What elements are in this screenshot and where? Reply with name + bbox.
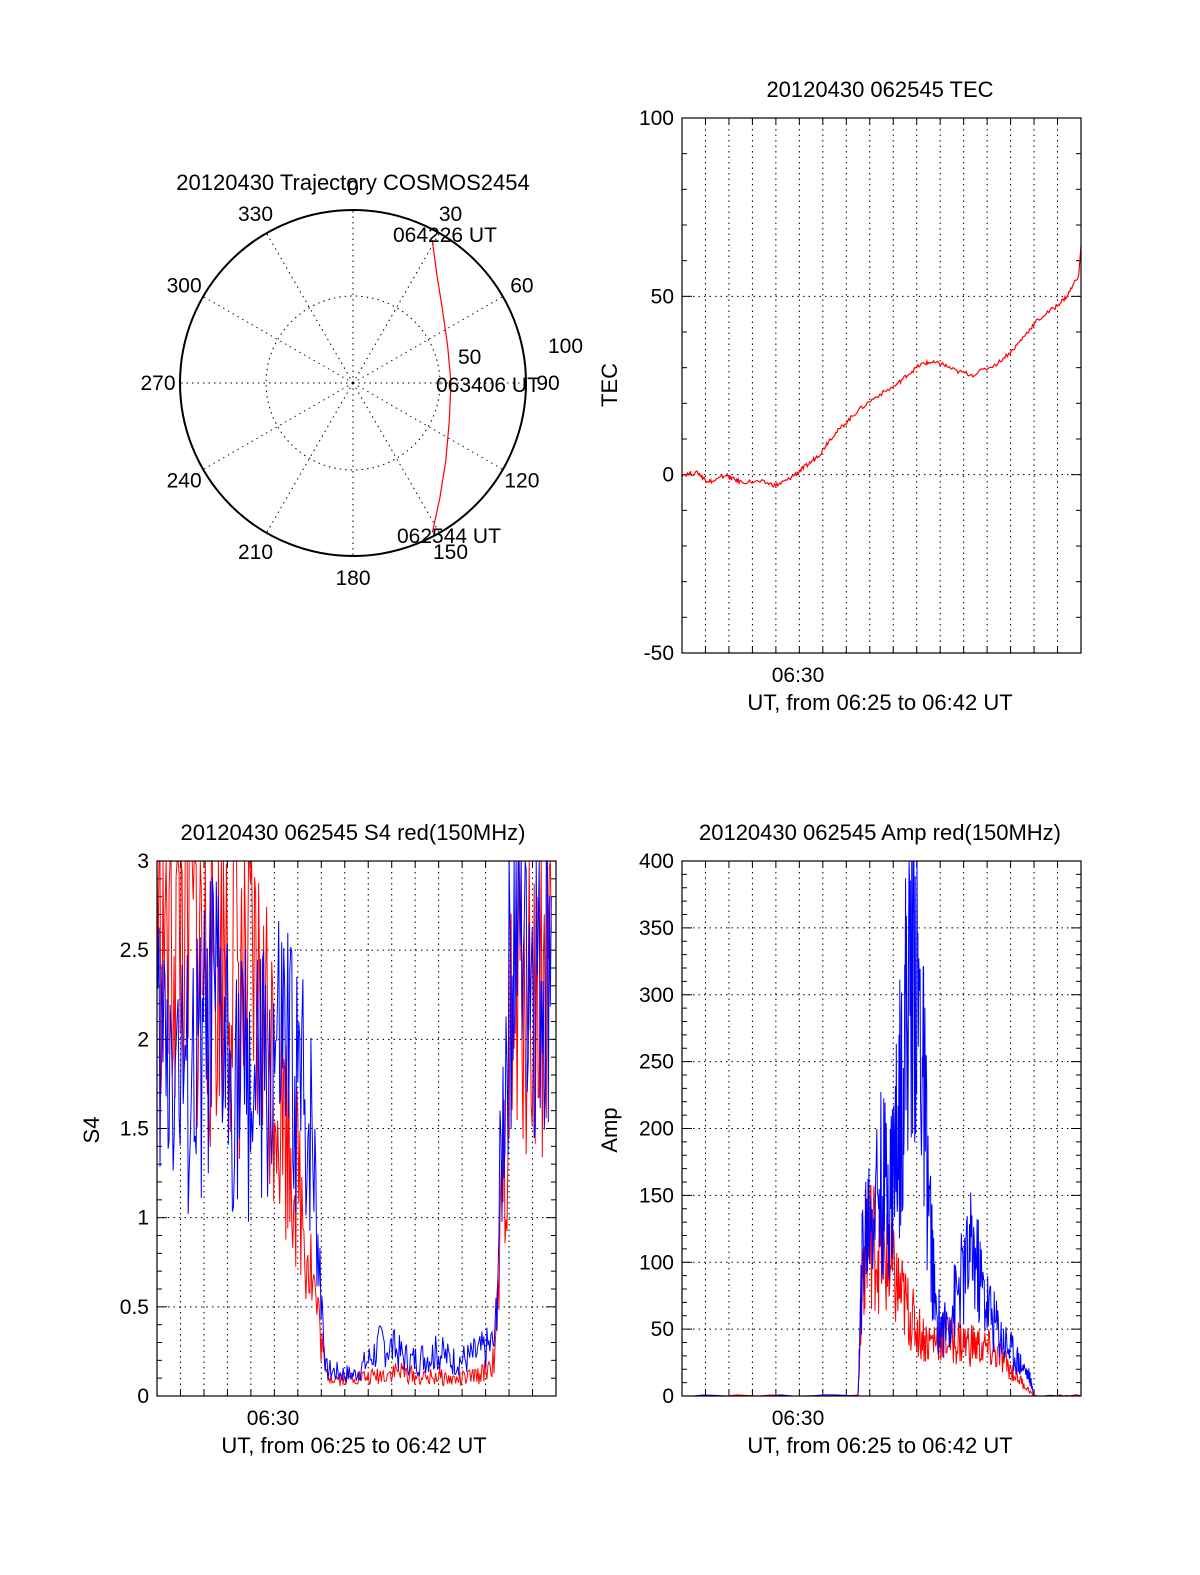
polar-azimuth-label-150: 150 (433, 541, 468, 564)
polar-spoke-150 (352, 382, 440, 534)
s4-x-axis-label: UT, from 06:25 to 06:42 UT (221, 1433, 486, 1458)
trajectory-start-label: 062544 UT (397, 525, 501, 548)
tec-x-axis-label: UT, from 06:25 to 06:42 UT (747, 690, 1012, 715)
s4-panel: 20120430 062545 S4 red(150MHz) 0 0.5 1 1.5 2… (79, 820, 557, 1458)
polar-spoke-330 (266, 232, 354, 384)
s4-series (156, 860, 552, 1387)
tec-y-tick-label: 0 (662, 464, 674, 487)
tec-y-tick-label: 50 (651, 285, 674, 308)
s4-plot-frame (156, 860, 557, 1397)
amp-y-tick-label: 250 (639, 1051, 674, 1074)
s4-x-tick-0630: 06:30 (247, 1407, 300, 1430)
trajectory-track-line (431, 240, 452, 533)
amp-y-tick-label: 400 (639, 850, 674, 873)
s4-y-tick-label: 3 (137, 850, 149, 873)
tec-series (681, 246, 1082, 488)
tec-y-axis-label: TEC (597, 363, 622, 407)
polar-azimuth-label-180: 180 (335, 567, 370, 590)
polar-azimuth-label-330: 330 (238, 203, 273, 226)
s4-series-1-line (156, 860, 552, 1383)
polar-spoke-300 (202, 296, 354, 384)
amp-series-1-line (682, 860, 1082, 1397)
amp-y-ticks: 0 50 100 150 200 250 300 350 400 (639, 850, 1081, 1408)
amp-x-axis-label: UT, from 06:25 to 06:42 UT (747, 1433, 1012, 1458)
polar-azimuth-label-60: 60 (510, 275, 533, 298)
polar-outer-ring (179, 209, 527, 557)
trajectory-mid-label: 063406 UT (436, 374, 540, 397)
polar-azimuth-label-210: 210 (238, 541, 273, 564)
polar-inner-ring (265, 295, 441, 471)
tec-x-tick-0630: 06:30 (772, 664, 825, 687)
trajectory-end-label: 064226 UT (393, 224, 497, 247)
amp-y-tick-label: 50 (651, 1318, 674, 1341)
s4-series-0-line (156, 860, 552, 1387)
polar-azimuth-label-270: 270 (140, 372, 175, 395)
amp-grid (682, 861, 1081, 1396)
polar-azimuth-label-90: 90 (536, 372, 559, 395)
amp-plot-frame (681, 860, 1082, 1397)
polar-radial-label-50: 50 (458, 346, 481, 369)
s4-y-tick-label: 2.5 (120, 939, 149, 962)
amp-title: 20120430 062545 Amp red(150MHz) (699, 820, 1061, 845)
polar-azimuth-label-240: 240 (167, 470, 202, 493)
tec-title: 20120430 062545 TEC (766, 77, 993, 102)
polar-spoke-60 (352, 296, 504, 384)
polar-spoke-240 (202, 382, 354, 470)
tec-panel: 20120430 062545 TEC -50 0 50 100 06:30 UT, … (597, 77, 1082, 715)
amp-series (682, 860, 1082, 1397)
polar-spoke-210 (266, 382, 354, 534)
amp-y-tick-label: 150 (639, 1184, 674, 1207)
tec-grid (682, 118, 1081, 653)
trajectory-title: 20120430 Trajectory COSMOS2454 (176, 170, 529, 195)
s4-y-axis-label: S4 (79, 1117, 104, 1144)
polar-spokes (180, 210, 526, 556)
s4-y-tick-label: 0.5 (120, 1296, 149, 1319)
s4-title: 20120430 062545 S4 red(150MHz) (181, 820, 526, 845)
polar-azimuth-label-300: 300 (167, 275, 202, 298)
amp-y-tick-label: 300 (639, 984, 674, 1007)
polar-radial-label-100: 100 (548, 335, 583, 358)
polar-spoke-30 (352, 232, 440, 384)
amp-y-tick-label: 350 (639, 917, 674, 940)
amp-y-tick-label: 200 (639, 1118, 674, 1141)
s4-y-tick-label: 1.5 (120, 1118, 149, 1141)
amp-x-tick-0630: 06:30 (772, 1407, 825, 1430)
s4-y-tick-label: 1 (137, 1207, 149, 1230)
tec-plot-frame (681, 117, 1082, 654)
tec-y-tick-label: 100 (639, 107, 674, 130)
amp-series-0-line (682, 1184, 1082, 1397)
polar-azimuth-label-30: 30 (439, 203, 462, 226)
amp-y-tick-label: 100 (639, 1251, 674, 1274)
amp-y-axis-label: Amp (597, 1107, 622, 1152)
polar-azimuth-label-0: 0 (347, 177, 359, 200)
tec-series-0-line (681, 274, 1080, 488)
s4-y-tick-label: 2 (137, 1028, 149, 1051)
polar-azimuth-labels: 0 30 60 90 120 150 180 210 240 270 300 330 (140, 177, 559, 590)
polar-azimuth-label-120: 120 (504, 470, 539, 493)
s4-y-tick-label: 0 (137, 1385, 149, 1408)
trajectory-polar-panel: 20120430 Trajectory COSMOS2454 0 30 60 90 12… (140, 170, 583, 590)
s4-y-ticks: 0 0.5 1 1.5 2 2.5 3 (120, 850, 556, 1408)
amp-y-tick-label: 0 (662, 1385, 674, 1408)
polar-spoke-120 (352, 382, 504, 470)
amp-panel: 20120430 062545 Amp red(150MHz) 0 50 100 15… (597, 820, 1082, 1458)
tec-y-tick-label: -50 (644, 642, 674, 665)
